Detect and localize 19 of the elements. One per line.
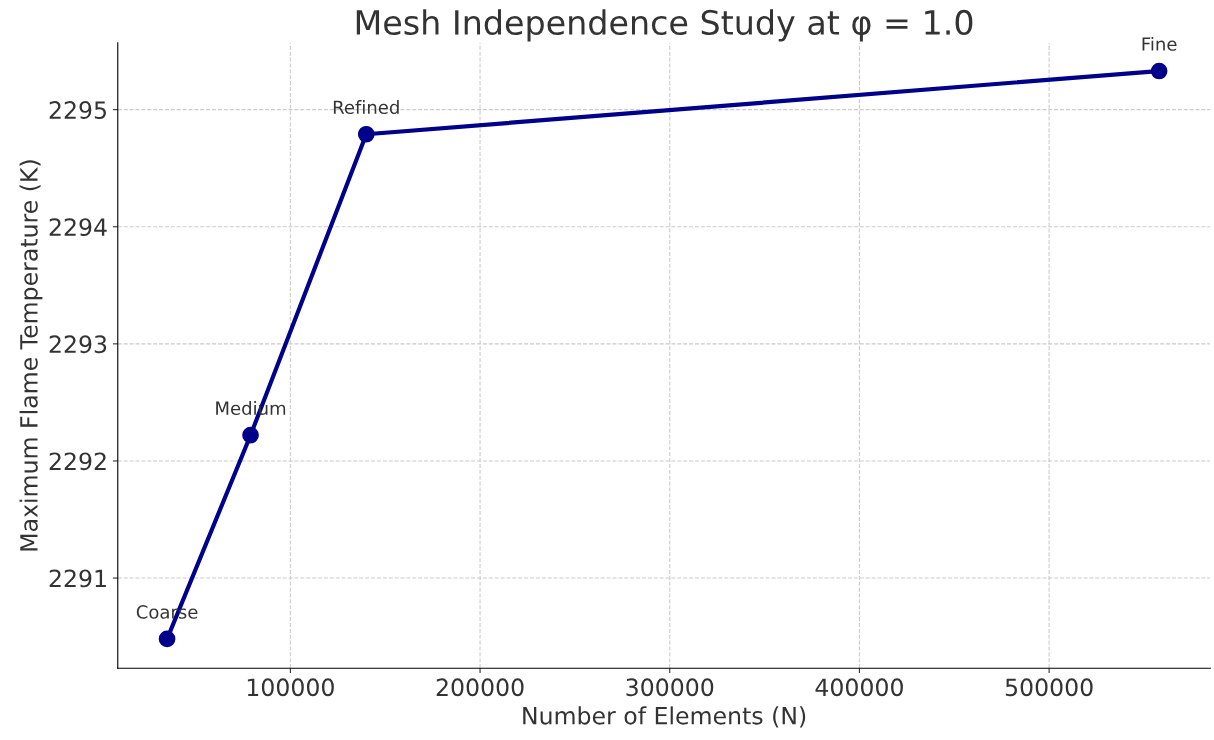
x-tick-label: 500000: [1005, 678, 1093, 697]
x-tick-label: 200000: [436, 678, 524, 697]
y-tick-label: 2291: [49, 569, 106, 588]
annotation: Fine: [1142, 36, 1177, 51]
point: [242, 426, 259, 444]
x-tick-label: 100000: [247, 678, 334, 697]
y-axis-title: Maximum Flame Temperature (K): [19, 160, 43, 551]
chart-title: Mesh Independence Study at φ = 1.0: [356, 9, 973, 42]
y-tick-label: 2293: [49, 335, 107, 354]
x-tick-label: 300000: [626, 678, 714, 697]
x-tick-label: 400000: [815, 678, 903, 697]
y-tick-label: 2294: [49, 218, 107, 237]
x-axis-title: Number of Elements (N): [523, 706, 806, 728]
point: [357, 125, 375, 143]
y-tick-label: 2292: [49, 452, 106, 471]
y-tick-label: 2295: [49, 101, 106, 119]
point: [1150, 62, 1168, 80]
annotation: Refined: [333, 100, 399, 115]
point: [158, 630, 176, 648]
